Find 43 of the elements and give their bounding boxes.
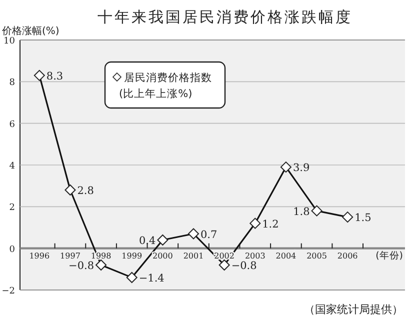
data-label: 0.7 xyxy=(200,228,218,241)
text: （国家统计局提供） xyxy=(304,303,403,316)
point xyxy=(126,272,138,283)
point xyxy=(34,70,45,81)
data-label: −0.8 xyxy=(231,260,257,272)
y-tick-label: −2 xyxy=(2,286,15,296)
point xyxy=(188,228,199,240)
legend-label: 居民消费价格指数 (比上年上涨%) xyxy=(119,71,212,100)
point xyxy=(157,234,168,246)
y-tick-label: 8 xyxy=(9,78,16,88)
chart-title: 十年来我国居民消费价格涨跌幅度 xyxy=(98,8,352,26)
data-label: 1.2 xyxy=(262,218,279,230)
y-tick-label: 4 xyxy=(9,162,16,172)
data-label: 2.8 xyxy=(77,185,94,197)
point xyxy=(64,184,76,196)
x-tick-label: 1997 xyxy=(60,251,80,260)
y-tick-label: 0 xyxy=(9,244,16,255)
data-label: 8.3 xyxy=(46,70,64,82)
point xyxy=(280,162,292,173)
point xyxy=(311,205,322,216)
x-axis-title: (年份) xyxy=(376,249,403,262)
x-tick-label: 2006 xyxy=(337,251,358,260)
point xyxy=(218,260,230,270)
x-tick-label: 1996 xyxy=(29,251,50,260)
x-tick-label: 2001 xyxy=(183,251,204,260)
data-label: −0.8 xyxy=(68,260,94,272)
y-tick-label: 2 xyxy=(9,203,15,214)
data-label: 3.9 xyxy=(292,162,310,174)
point xyxy=(96,260,107,270)
y-axis-title: 价格涨幅(%) xyxy=(1,25,60,37)
x-tick-label: 2004 xyxy=(276,251,296,260)
data-label: 1.8 xyxy=(293,206,310,218)
data-label: 1.5 xyxy=(354,212,372,224)
point xyxy=(250,218,261,229)
x-tick-label: 2005 xyxy=(306,251,327,260)
x-tick-label: 2000 xyxy=(152,251,173,260)
data-label: −1.4 xyxy=(138,272,165,284)
x-tick-label: 1999 xyxy=(122,251,142,260)
y-tick-label: 6 xyxy=(9,120,16,130)
x-tick-label: 2003 xyxy=(244,251,266,260)
data-label: 0.4 xyxy=(138,235,156,247)
point xyxy=(342,212,354,223)
y-tick-label: 10 xyxy=(4,36,16,46)
